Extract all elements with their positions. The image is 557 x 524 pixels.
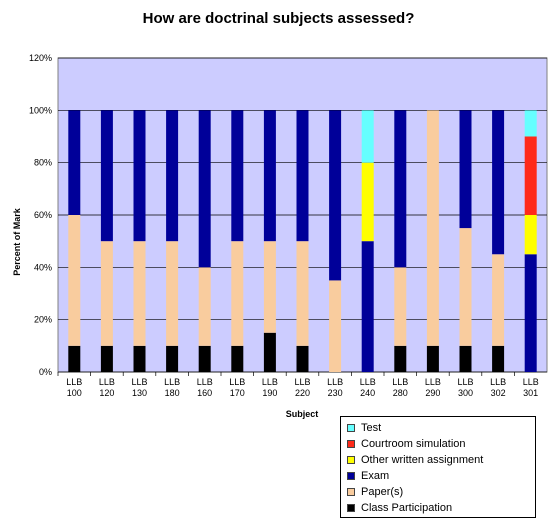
bar-segment <box>133 345 146 372</box>
x-tick-label: LLB 240 <box>360 377 376 398</box>
bar-segment <box>133 110 146 242</box>
x-tick-label: LLB 160 <box>197 377 213 398</box>
bar-segment <box>492 345 505 372</box>
y-tick-label: 100% <box>29 105 52 115</box>
x-tick-label: LLB 130 <box>131 377 147 398</box>
bar-segment <box>296 241 309 346</box>
bar-segment <box>166 241 179 346</box>
x-tick-label: LLB 300 <box>457 377 473 398</box>
bar-segment <box>426 345 439 372</box>
bar-segment <box>68 110 81 215</box>
bar-segment <box>100 110 113 242</box>
bar-segment <box>361 241 374 372</box>
bar-segment <box>459 110 472 229</box>
y-axis-label: Percent of Mark <box>12 207 22 276</box>
x-axis-ticks: LLB 100 LLB 120 LLB 130 LLB 180 LLB 160 LLB 170 LLB 1… <box>57 372 539 398</box>
bar-segment <box>361 162 374 242</box>
legend-item: Other written assignment <box>347 452 529 468</box>
x-tick-label: LLB 190 <box>262 377 278 398</box>
legend-item: Class Participation <box>347 500 529 516</box>
bar-segment <box>68 345 81 372</box>
y-axis-ticks: 0% 20% 40% 60% 80% 100% 120% <box>29 53 52 377</box>
legend-label: Other written assignment <box>361 454 484 466</box>
bar-segment <box>394 110 407 268</box>
x-tick-label: LLB 170 <box>229 377 245 398</box>
bar-segment <box>100 345 113 372</box>
legend-label: Exam <box>361 470 390 482</box>
bar-segment <box>459 228 472 346</box>
bar-segment <box>133 241 146 346</box>
y-tick-label: 60% <box>34 210 52 220</box>
bar-segment <box>459 345 472 372</box>
bar-segment <box>263 332 276 372</box>
bar-segment <box>492 110 505 255</box>
bar-segment <box>296 345 309 372</box>
bar-segment <box>296 110 309 242</box>
bar-segment <box>166 345 179 372</box>
y-tick-label: 20% <box>34 315 52 325</box>
bar-segment <box>263 110 276 242</box>
x-tick-label: LLB 301 <box>523 377 539 398</box>
y-tick-label: 0% <box>39 367 52 377</box>
legend-swatch <box>347 488 355 496</box>
legend-item: Paper(s) <box>347 484 529 500</box>
x-tick-label: LLB 280 <box>392 377 408 398</box>
bar-segment <box>394 267 407 346</box>
legend-swatch <box>347 472 355 480</box>
legend-item: Test <box>347 420 529 436</box>
legend-label: Class Participation <box>361 502 453 514</box>
legend-item: Exam <box>347 468 529 484</box>
bar-segment <box>263 241 276 333</box>
bar-segment <box>198 267 211 346</box>
bar-segment <box>100 241 113 346</box>
bar-segment <box>329 280 342 372</box>
bar-segment <box>198 345 211 372</box>
y-tick-label: 40% <box>34 262 52 272</box>
legend-swatch <box>347 504 355 512</box>
legend-label: Courtroom simulation <box>361 438 466 450</box>
legend: Test Courtroom simulation Other written as… <box>340 416 536 518</box>
y-tick-label: 120% <box>29 53 52 63</box>
x-tick-label: LLB 290 <box>425 377 441 398</box>
bar-segment <box>524 136 537 215</box>
bar-segment <box>394 345 407 372</box>
bar-segment <box>231 241 244 346</box>
legend-swatch <box>347 440 355 448</box>
y-tick-label: 80% <box>34 158 52 168</box>
bar-segment <box>524 254 537 372</box>
x-tick-label: LLB 230 <box>327 377 343 398</box>
bar-segment <box>524 215 537 255</box>
bar-segment <box>426 110 439 346</box>
bar-segment <box>361 110 374 163</box>
x-tick-label: LLB 302 <box>490 377 506 398</box>
x-tick-label: LLB 120 <box>99 377 115 398</box>
bar-segment <box>524 110 537 137</box>
legend-label: Test <box>361 422 382 434</box>
bar-segment <box>68 215 81 346</box>
chart-title: How are doctrinal subjects assessed? <box>142 10 415 27</box>
legend-swatch <box>347 456 355 464</box>
x-axis-label: Subject <box>286 409 319 419</box>
legend-label: Paper(s) <box>361 486 404 498</box>
bar-segment <box>231 345 244 372</box>
bar-segment <box>231 110 244 242</box>
bar-segment <box>166 110 179 242</box>
bar-segment <box>329 110 342 281</box>
legend-swatch <box>347 424 355 432</box>
x-tick-label: LLB 180 <box>164 377 180 398</box>
legend-item: Courtroom simulation <box>347 436 529 452</box>
bar-segment <box>198 110 211 268</box>
x-tick-label: LLB 220 <box>294 377 310 398</box>
bars <box>68 110 537 372</box>
x-tick-label: LLB 100 <box>66 377 82 398</box>
bar-segment <box>492 254 505 346</box>
